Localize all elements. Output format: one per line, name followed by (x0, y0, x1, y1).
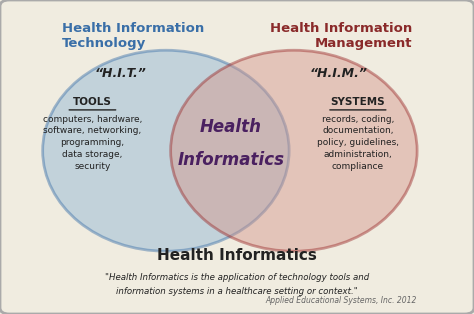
Text: “H.I.T.”: “H.I.T.” (95, 67, 147, 80)
Text: Health Informatics: Health Informatics (157, 248, 317, 263)
Text: information systems in a healthcare setting or context.": information systems in a healthcare sett… (116, 287, 358, 296)
Text: Applied Educational Systems, Inc. 2012: Applied Educational Systems, Inc. 2012 (266, 296, 417, 305)
Text: SYSTEMS: SYSTEMS (330, 97, 385, 107)
Text: Health Information
Technology: Health Information Technology (62, 22, 204, 50)
Text: records, coding,
documentation,
policy, guidelines,
administration,
compliance: records, coding, documentation, policy, … (317, 115, 399, 171)
Text: TOOLS: TOOLS (73, 97, 112, 107)
Ellipse shape (171, 50, 417, 251)
Text: Health: Health (200, 118, 262, 136)
Text: computers, hardware,
software, networking,
programming,
data storage,
security: computers, hardware, software, networkin… (43, 115, 142, 171)
Ellipse shape (43, 50, 289, 251)
Text: Informatics: Informatics (177, 151, 284, 169)
Text: “H.I.M.”: “H.I.M.” (310, 67, 368, 80)
Text: "Health Informatics is the application of technology tools and: "Health Informatics is the application o… (105, 273, 369, 282)
Text: Health Information
Management: Health Information Management (270, 22, 412, 50)
